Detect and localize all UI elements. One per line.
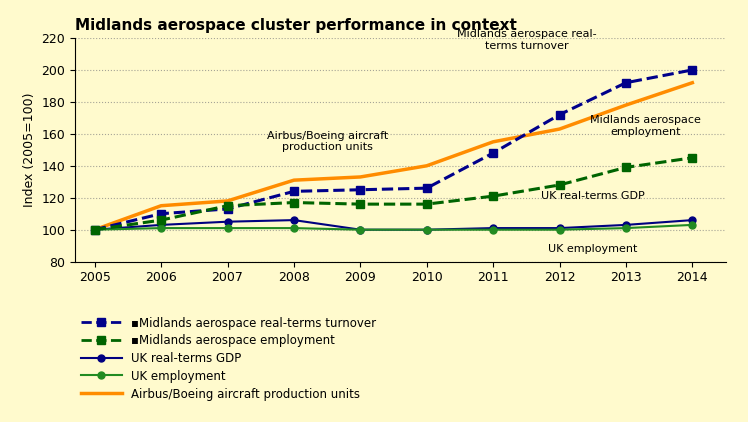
Text: Midlands aerospace real-
terms turnover: Midlands aerospace real- terms turnover xyxy=(456,29,596,51)
Text: UK real-terms GDP: UK real-terms GDP xyxy=(541,191,645,201)
Text: UK employment: UK employment xyxy=(548,244,637,254)
Text: Midlands aerospace
employment: Midlands aerospace employment xyxy=(590,116,702,137)
Text: Midlands aerospace cluster performance in context: Midlands aerospace cluster performance i… xyxy=(75,18,517,32)
Y-axis label: Index (2005=100): Index (2005=100) xyxy=(22,92,36,207)
Text: Airbus/Boeing aircraft
production units: Airbus/Boeing aircraft production units xyxy=(266,131,387,152)
Legend: ▪Midlands aerospace real-terms turnover, ▪Midlands aerospace employment, UK real: ▪Midlands aerospace real-terms turnover,… xyxy=(81,317,376,400)
